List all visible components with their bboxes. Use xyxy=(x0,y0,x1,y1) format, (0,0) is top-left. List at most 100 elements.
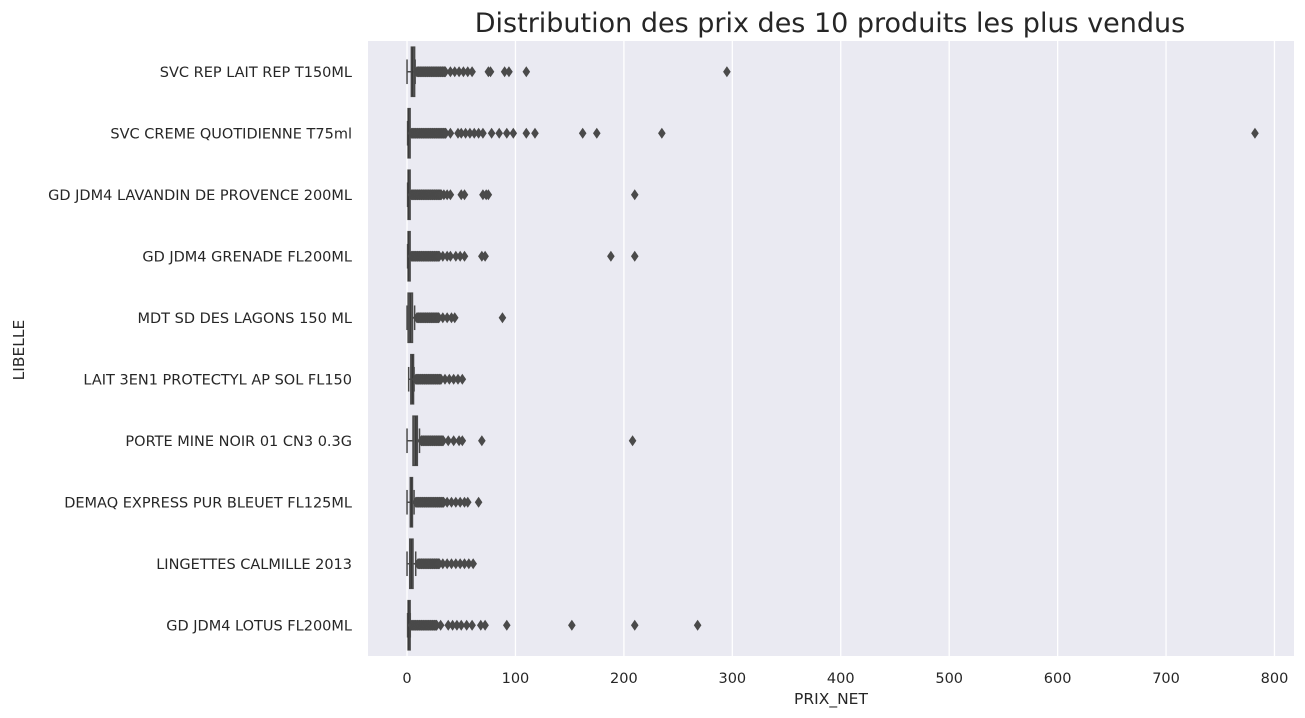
outlier-point xyxy=(441,66,450,78)
outlier-point xyxy=(723,66,731,78)
outlier-point xyxy=(448,619,457,631)
outlier-point xyxy=(457,619,466,631)
outlier-point xyxy=(469,558,477,570)
outlier-point xyxy=(456,558,464,570)
outlier-point xyxy=(468,66,476,78)
outlier-point xyxy=(441,373,449,385)
outlier-point xyxy=(630,250,639,262)
x-tick-label: 600 xyxy=(1044,671,1072,687)
chart-title: Distribution des prix des 10 produits le… xyxy=(475,8,1185,39)
outlier-point xyxy=(443,496,451,508)
outlier-point xyxy=(630,189,639,201)
outlier-point xyxy=(435,312,443,324)
outlier-point xyxy=(478,435,486,447)
outlier-point xyxy=(447,496,456,508)
y-tick-label: SVC CREME QUOTIDIENNE T75ml xyxy=(110,126,352,142)
x-tick-label: 200 xyxy=(610,671,638,687)
outlier-point xyxy=(439,558,447,570)
x-tick-label: 100 xyxy=(502,671,530,687)
box-group xyxy=(406,230,639,282)
outlier-point xyxy=(446,66,455,78)
outlier-point xyxy=(486,66,495,78)
outlier-point xyxy=(578,127,587,139)
outlier-point xyxy=(444,619,453,631)
outlier-point xyxy=(455,66,463,78)
outlier-point xyxy=(479,127,487,139)
outlier-point xyxy=(509,127,518,139)
y-tick-label: DEMAQ EXPRESS PUR BLEUET FL125ML xyxy=(64,495,352,511)
outlier-point xyxy=(481,619,489,631)
x-tick-label: 300 xyxy=(718,671,746,687)
outlier-point xyxy=(474,127,483,139)
outlier-point xyxy=(500,66,509,78)
y-tick-label: GD JDM4 GRENADE FL200ML xyxy=(142,249,352,265)
outlier-point xyxy=(498,312,507,324)
y-axis-label: LIBELLE xyxy=(10,320,28,381)
outlier-point xyxy=(449,373,458,385)
outlier-point xyxy=(454,373,462,385)
outlier-point xyxy=(446,189,455,201)
outlier-point xyxy=(462,619,471,631)
outlier-point xyxy=(460,250,469,262)
outlier-point xyxy=(495,127,504,139)
outlier-point xyxy=(531,127,539,139)
x-tick-label: 700 xyxy=(1152,671,1180,687)
outlier-point xyxy=(484,189,493,201)
box-group xyxy=(406,46,731,98)
outlier-point xyxy=(463,66,472,78)
y-tick-label: GD JDM4 LAVANDIN DE PROVENCE 200ML xyxy=(48,188,352,204)
outlier-point xyxy=(628,435,637,447)
outlier-point xyxy=(461,127,470,139)
outlier-point xyxy=(460,189,469,201)
outlier-point xyxy=(476,619,485,631)
outlier-point xyxy=(460,558,469,570)
outlier-point xyxy=(457,127,466,139)
box-group xyxy=(406,476,483,528)
x-tick-label: 800 xyxy=(1261,671,1289,687)
box-group xyxy=(406,169,639,221)
outlier-point xyxy=(522,127,531,139)
outlier-point xyxy=(452,558,460,570)
outlier-point xyxy=(474,496,483,508)
outlier-point xyxy=(458,435,467,447)
outlier-point xyxy=(465,558,473,570)
box-group xyxy=(406,538,477,590)
outlier-point xyxy=(658,127,666,139)
box-group xyxy=(407,353,467,405)
box-group xyxy=(406,599,702,651)
outlier-point xyxy=(452,250,460,262)
plot-area xyxy=(368,41,1294,656)
x-tick-label: 500 xyxy=(935,671,963,687)
outlier-point xyxy=(468,619,476,631)
x-axis-ticks: 0 100 200 300 400 500 600 700 800 xyxy=(402,671,1288,687)
y-tick-label: SVC REP LAIT REP T150ML xyxy=(160,65,352,81)
outlier-point xyxy=(442,127,450,139)
boxes-layer xyxy=(406,46,1259,651)
box-group xyxy=(406,107,1259,159)
outlier-point xyxy=(453,619,461,631)
y-tick-label: GD JDM4 LOTUS FL200ML xyxy=(166,618,352,634)
outlier-point xyxy=(456,496,464,508)
outlier-point xyxy=(463,496,472,508)
outlier-point xyxy=(592,127,601,139)
outlier-point xyxy=(466,127,474,139)
box-group xyxy=(406,415,637,467)
outlier-point xyxy=(505,66,513,78)
outlier-point xyxy=(502,127,511,139)
outlier-point xyxy=(443,558,451,570)
y-tick-label: PORTE MINE NOIR 01 CN3 0.3G xyxy=(125,434,352,450)
y-tick-label: MDT SD DES LAGONS 150 ML xyxy=(137,311,352,327)
outlier-point xyxy=(439,250,447,262)
outlier-point xyxy=(437,373,445,385)
outlier-point xyxy=(568,619,576,631)
outlier-point xyxy=(439,312,447,324)
outlier-point xyxy=(445,373,454,385)
outlier-point xyxy=(1251,127,1259,139)
outlier-point xyxy=(630,619,639,631)
outlier-point xyxy=(459,66,468,78)
outlier-point xyxy=(436,619,445,631)
outlier-point xyxy=(450,312,459,324)
outlier-point xyxy=(502,619,511,631)
y-tick-label: LINGETTES CALMILLE 2013 xyxy=(156,557,352,573)
